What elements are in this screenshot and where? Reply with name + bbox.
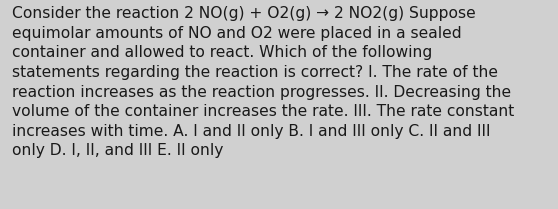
Text: Consider the reaction 2 NO(g) + O2(g) → 2 NO2(g) Suppose
equimolar amounts of NO: Consider the reaction 2 NO(g) + O2(g) → … bbox=[12, 6, 514, 158]
